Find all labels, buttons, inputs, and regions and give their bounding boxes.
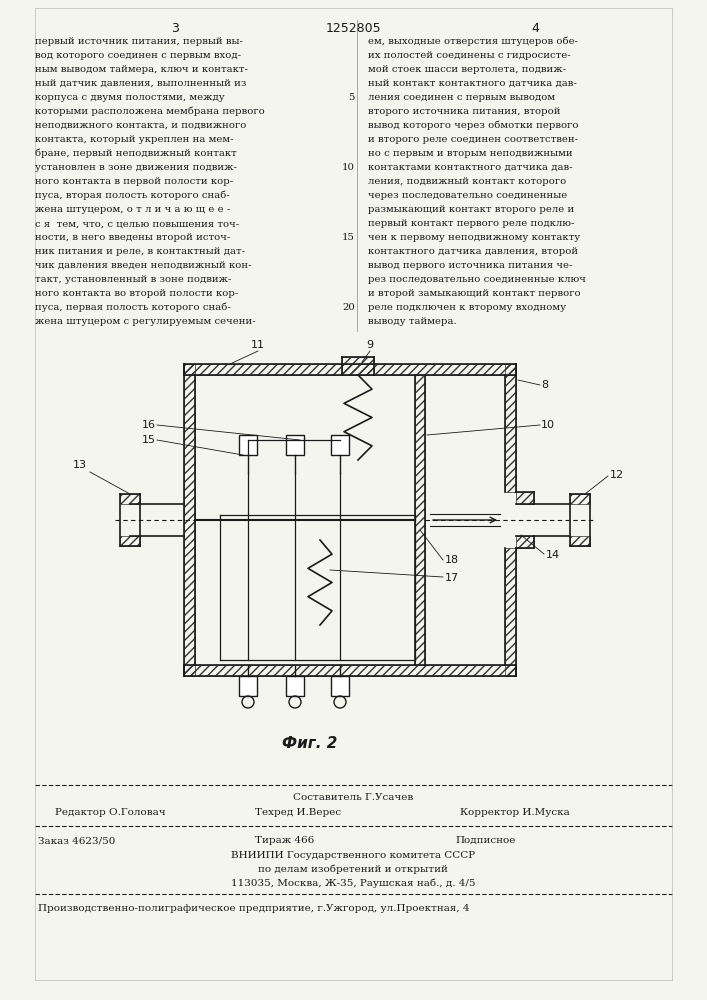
- Text: ный контакт контактного датчика дав-: ный контакт контактного датчика дав-: [368, 79, 577, 88]
- Text: такт, установленный в зоне подвиж-: такт, установленный в зоне подвиж-: [35, 275, 231, 284]
- Text: первый источник питания, первый вы-: первый источник питания, первый вы-: [35, 37, 243, 46]
- Text: 1252805: 1252805: [325, 22, 381, 35]
- Text: Фиг. 2: Фиг. 2: [282, 736, 338, 751]
- Text: 3: 3: [171, 22, 179, 35]
- Text: ления, подвижный контакт которого: ления, подвижный контакт которого: [368, 177, 566, 186]
- Text: 4: 4: [531, 22, 539, 35]
- Text: контактного датчика давления, второй: контактного датчика давления, второй: [368, 247, 578, 256]
- Text: Производственно-полиграфическое предприятие, г.Ужгород, ул.Проектная, 4: Производственно-полиграфическое предприя…: [38, 904, 469, 913]
- Text: пуса, вторая полость которого снаб-: пуса, вторая полость которого снаб-: [35, 191, 230, 200]
- Text: 5: 5: [349, 93, 355, 102]
- Text: пуса, первая полость которого снаб-: пуса, первая полость которого снаб-: [35, 303, 230, 312]
- Bar: [184, 364, 195, 676]
- Text: размыкающий контакт второго реле и: размыкающий контакт второго реле и: [368, 205, 574, 214]
- Text: Составитель Г.Усачев: Составитель Г.Усачев: [293, 793, 413, 802]
- Text: 14: 14: [546, 550, 560, 560]
- Text: через последовательно соединенные: через последовательно соединенные: [368, 191, 567, 200]
- Text: ного контакта во второй полости кор-: ного контакта во второй полости кор-: [35, 289, 238, 298]
- Text: реле подключен к второму входному: реле подключен к второму входному: [368, 303, 566, 312]
- Text: Подписное: Подписное: [455, 836, 515, 845]
- Bar: [239, 676, 257, 696]
- Bar: [516, 492, 534, 504]
- Text: корпуса с двумя полостями, между: корпуса с двумя полостями, между: [35, 93, 225, 102]
- Bar: [331, 435, 349, 455]
- Text: 13: 13: [73, 460, 87, 470]
- Text: бране, первый неподвижный контакт: бране, первый неподвижный контакт: [35, 149, 237, 158]
- Bar: [415, 375, 425, 665]
- Text: ем, выходные отверстия штуцеров обе-: ем, выходные отверстия штуцеров обе-: [368, 37, 578, 46]
- Text: Корректор И.Муска: Корректор И.Муска: [460, 808, 570, 817]
- Text: и второго реле соединен соответствен-: и второго реле соединен соответствен-: [368, 135, 578, 144]
- Bar: [286, 435, 304, 455]
- Bar: [239, 435, 257, 455]
- Text: вывод первого источника питания че-: вывод первого источника питания че-: [368, 261, 573, 270]
- Text: 9: 9: [366, 340, 373, 350]
- Bar: [286, 676, 304, 696]
- Bar: [331, 676, 349, 696]
- Bar: [516, 536, 534, 548]
- Bar: [184, 364, 516, 375]
- Text: 10: 10: [541, 420, 555, 430]
- Bar: [342, 357, 374, 375]
- Text: ный датчик давления, выполненный из: ный датчик давления, выполненный из: [35, 79, 246, 88]
- Text: 113035, Москва, Ж-35, Раушская наб., д. 4/5: 113035, Москва, Ж-35, Раушская наб., д. …: [230, 879, 475, 888]
- Text: рез последовательно соединенные ключ: рез последовательно соединенные ключ: [368, 275, 586, 284]
- Text: и второй замыкающий контакт первого: и второй замыкающий контакт первого: [368, 289, 580, 298]
- Text: ного контакта в первой полости кор-: ного контакта в первой полости кор-: [35, 177, 233, 186]
- Bar: [120, 536, 140, 546]
- Text: неподвижного контакта, и подвижного: неподвижного контакта, и подвижного: [35, 121, 246, 130]
- Bar: [570, 536, 590, 546]
- Text: 15: 15: [342, 233, 355, 242]
- Text: 10: 10: [342, 163, 355, 172]
- Text: вывод которого через обмотки первого: вывод которого через обмотки первого: [368, 121, 578, 130]
- Bar: [505, 364, 516, 375]
- Text: по делам изобретений и открытий: по делам изобретений и открытий: [258, 865, 448, 874]
- Text: ным выводом таймера, ключ и контакт-: ным выводом таймера, ключ и контакт-: [35, 65, 248, 74]
- Text: 8: 8: [541, 380, 548, 390]
- Text: 18: 18: [445, 555, 459, 565]
- Text: вод которого соединен с первым вход-: вод которого соединен с первым вход-: [35, 51, 241, 60]
- Text: ВНИИПИ Государственного комитета СССР: ВНИИПИ Государственного комитета СССР: [231, 851, 475, 860]
- Text: но с первым и вторым неподвижными: но с первым и вторым неподвижными: [368, 149, 573, 158]
- Bar: [505, 548, 516, 676]
- Text: 16: 16: [142, 420, 156, 430]
- Text: которыми расположена мембрана первого: которыми расположена мембрана первого: [35, 107, 264, 116]
- Text: с я  тем, что, с целью повышения точ-: с я тем, что, с целью повышения точ-: [35, 219, 239, 228]
- Text: контакта, который укреплен на мем-: контакта, который укреплен на мем-: [35, 135, 233, 144]
- Text: Редактор О.Головач: Редактор О.Головач: [55, 808, 165, 817]
- Text: ник питания и реле, в контактный дат-: ник питания и реле, в контактный дат-: [35, 247, 245, 256]
- Bar: [120, 494, 140, 504]
- Text: 17: 17: [445, 573, 459, 583]
- Text: Тираж 466: Тираж 466: [255, 836, 314, 845]
- Text: ности, в него введены второй источ-: ности, в него введены второй источ-: [35, 233, 230, 242]
- Text: чик давления введен неподвижный кон-: чик давления введен неподвижный кон-: [35, 261, 252, 270]
- Bar: [570, 494, 590, 504]
- Text: Заказ 4623/50: Заказ 4623/50: [38, 836, 115, 845]
- Text: установлен в зоне движения подвиж-: установлен в зоне движения подвиж-: [35, 163, 237, 172]
- Bar: [184, 665, 516, 676]
- Text: второго источника питания, второй: второго источника питания, второй: [368, 107, 561, 116]
- Text: жена штуцером, о т л и ч а ю щ е е -: жена штуцером, о т л и ч а ю щ е е -: [35, 205, 230, 214]
- Text: жена штуцером с регулируемым сечени-: жена штуцером с регулируемым сечени-: [35, 317, 256, 326]
- Text: 11: 11: [251, 340, 265, 350]
- Text: чен к первому неподвижному контакту: чен к первому неподвижному контакту: [368, 233, 580, 242]
- Text: контактами контактного датчика дав-: контактами контактного датчика дав-: [368, 163, 573, 172]
- Text: ления соединен с первым выводом: ления соединен с первым выводом: [368, 93, 555, 102]
- Text: Техред И.Верес: Техред И.Верес: [255, 808, 341, 817]
- Text: мой стоек шасси вертолета, подвиж-: мой стоек шасси вертолета, подвиж-: [368, 65, 566, 74]
- Text: первый контакт первого реле подклю-: первый контакт первого реле подклю-: [368, 219, 574, 228]
- Text: выводу таймера.: выводу таймера.: [368, 317, 457, 326]
- Text: 12: 12: [610, 470, 624, 480]
- Bar: [505, 375, 516, 492]
- Text: 20: 20: [342, 303, 355, 312]
- Text: их полостей соединены с гидросисте-: их полостей соединены с гидросисте-: [368, 51, 571, 60]
- Text: 15: 15: [142, 435, 156, 445]
